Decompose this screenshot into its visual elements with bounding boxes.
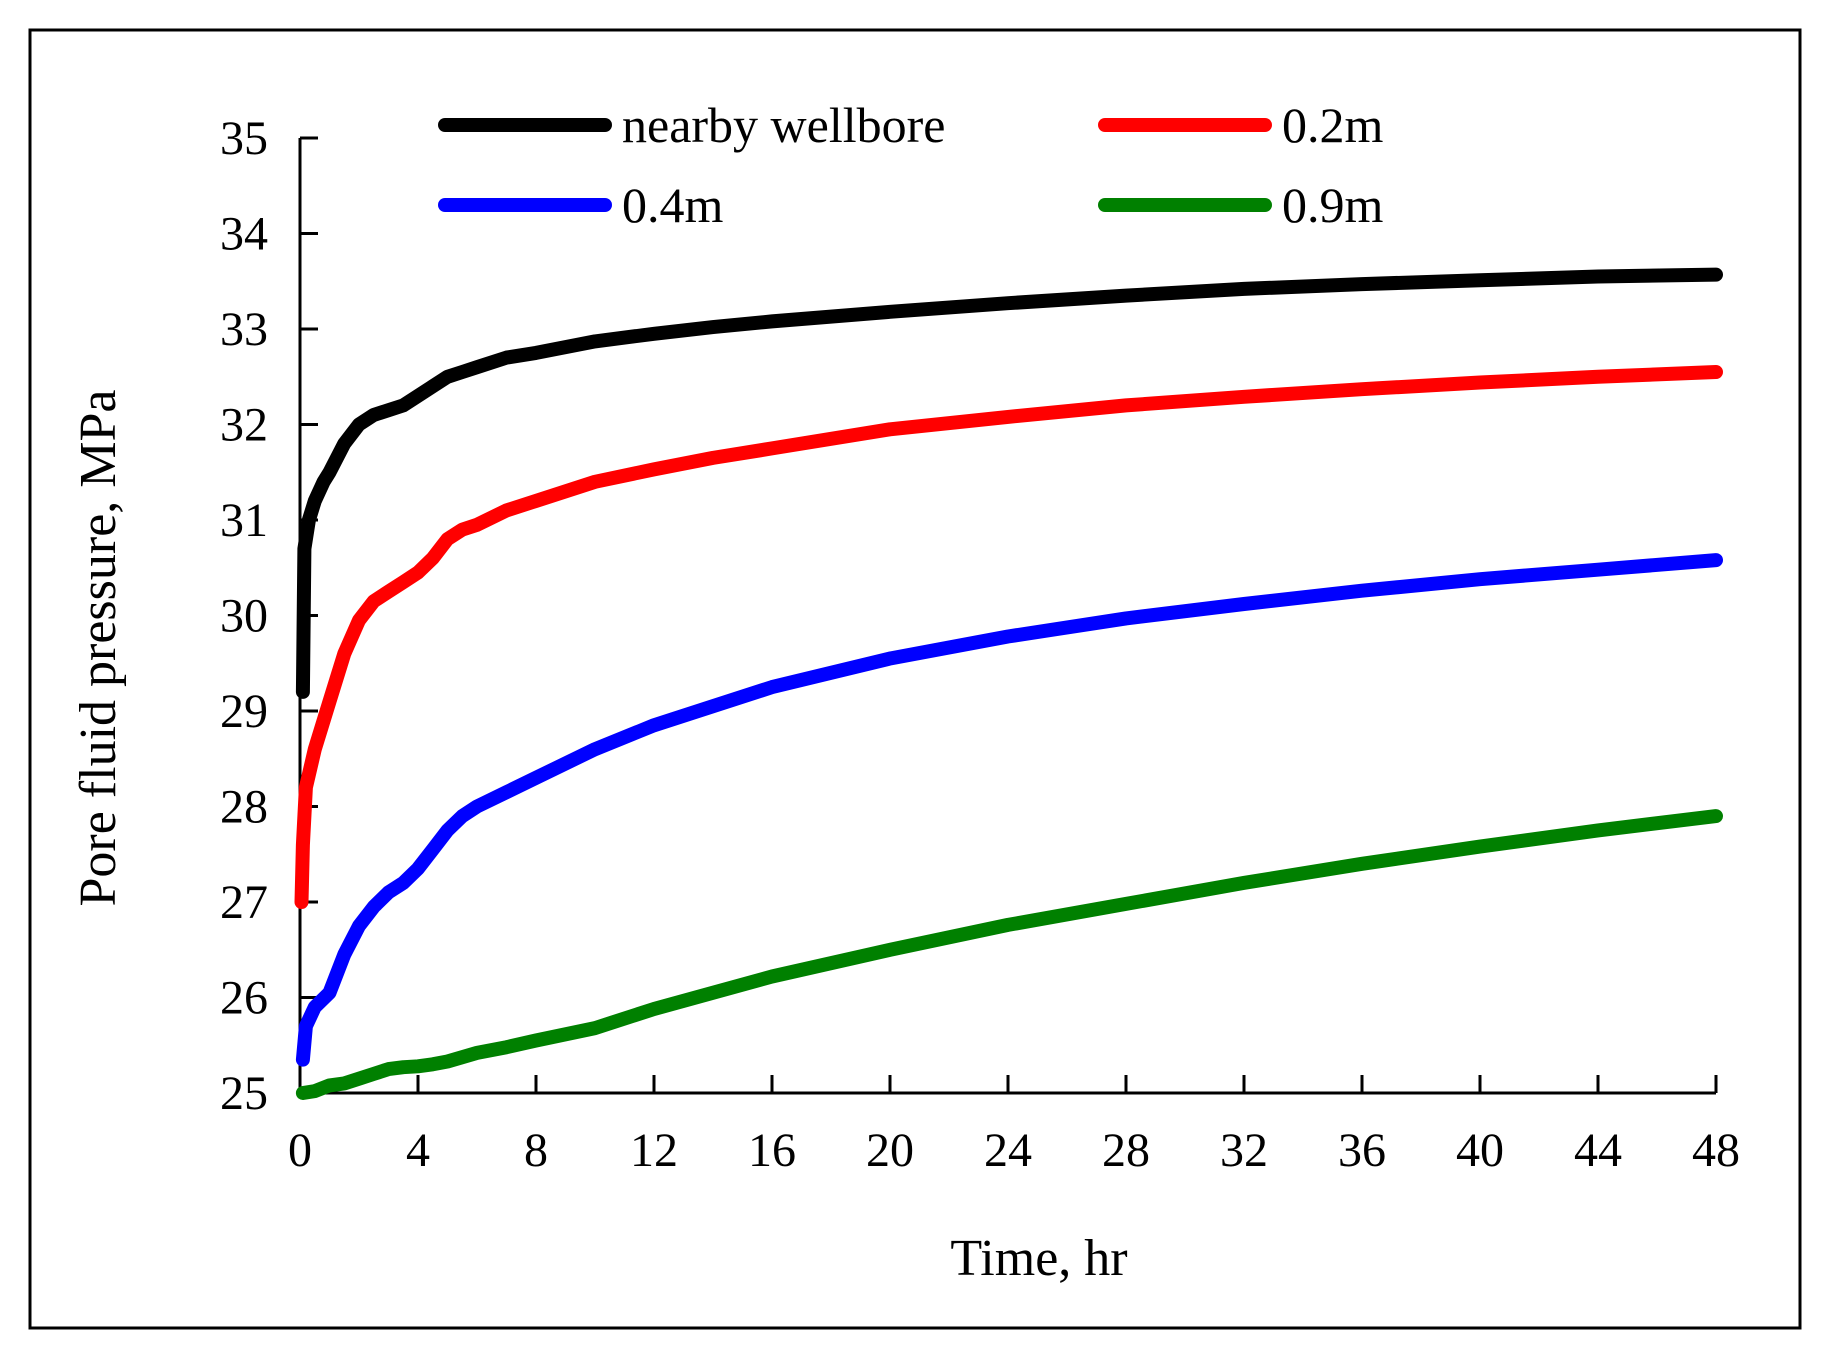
x-tick-label: 0 [288,1124,312,1177]
legend: nearby wellbore 0.2m 0.4m 0.9m [438,97,1384,233]
x-tick-label: 28 [1102,1124,1150,1177]
x-tick-label: 40 [1456,1124,1504,1177]
legend-label-3: 0.4m [622,177,724,233]
x-tick-label: 32 [1220,1124,1268,1177]
y-axis-title: Pore fluid pressure, MPa [70,389,127,906]
x-tick-label: 8 [524,1124,548,1177]
series-line-3 [295,553,1723,1067]
x-axis-title: Time, hr [950,1230,1127,1287]
y-tick-label: 33 [220,303,268,356]
y-tick-label: 26 [220,972,268,1025]
y-tick-label: 31 [220,494,268,547]
x-tick-label: 48 [1692,1124,1740,1177]
y-tick-label: 25 [220,1067,268,1120]
x-tick-label: 4 [406,1124,430,1177]
series-line-4 [295,809,1723,1100]
series-line-1 [295,267,1723,699]
y-tick-label: 29 [220,685,268,738]
x-tick-label: 44 [1574,1124,1622,1177]
y-tick-label: 27 [220,876,268,929]
y-tick-label: 28 [220,781,268,834]
series-layer [294,267,1723,1100]
y-tick-label: 32 [220,399,268,452]
x-tick-label: 24 [984,1124,1032,1177]
series-line-2 [294,365,1723,909]
legend-label-4: 0.9m [1282,177,1384,233]
x-tick-label: 16 [748,1124,796,1177]
x-tick-label: 20 [866,1124,914,1177]
legend-label-2: 0.2m [1282,97,1384,153]
x-tick-label: 12 [630,1124,678,1177]
legend-label-1: nearby wellbore [622,97,945,153]
y-tick-label: 30 [220,590,268,643]
y-tick-label: 34 [220,208,268,261]
chart-frame [28,28,1802,1330]
y-tick-label: 35 [220,112,268,165]
x-tick-label: 36 [1338,1124,1386,1177]
